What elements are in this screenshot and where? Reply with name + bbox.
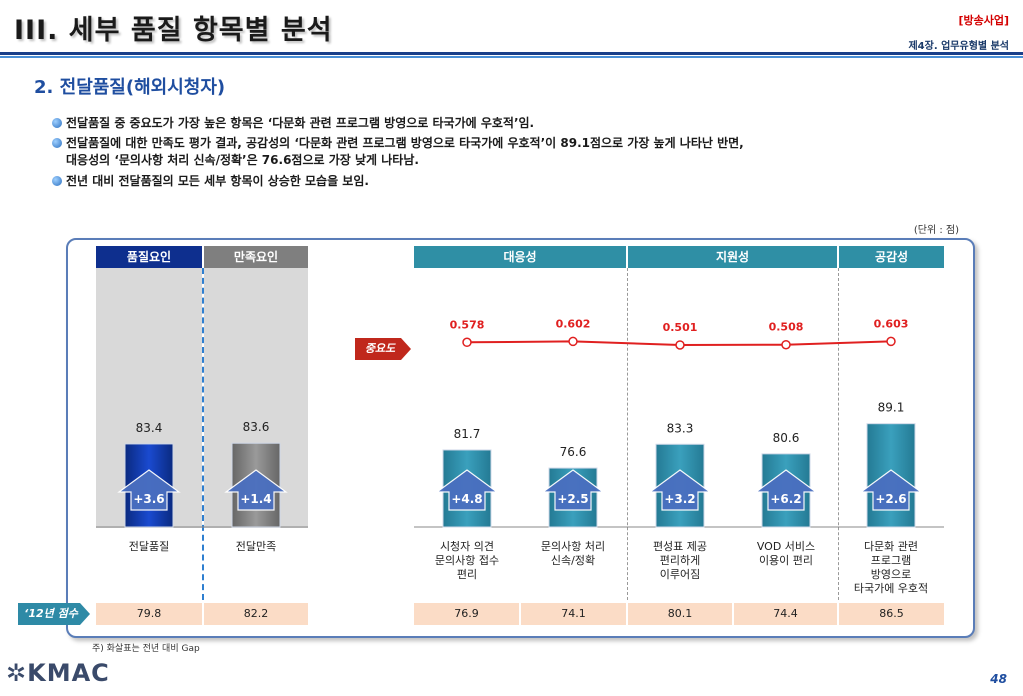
section-title: 2. 전달품질(해외시청자) — [34, 77, 226, 98]
logo-text: KMAC — [27, 659, 110, 687]
importance-value-label: 0.508 — [769, 321, 804, 334]
chapter-label: 제4장. 업무유형별 분석 — [908, 41, 1009, 52]
page-number: 48 — [990, 672, 1007, 686]
gap-arrow-icon — [648, 469, 712, 511]
bar-value-label: 76.6 — [560, 445, 587, 459]
prev-year-cell: 79.8 — [96, 603, 202, 625]
importance-point — [462, 337, 472, 348]
gap-arrow-icon — [224, 469, 288, 511]
category-label: 전달만족 — [236, 540, 276, 553]
prev-year-tag: ‘12년 점수 — [18, 603, 90, 625]
header-empathy: 공감성 — [839, 246, 944, 268]
prev-year-cell: 82.2 — [204, 603, 308, 625]
category-label: 전달품질 — [129, 540, 169, 553]
gap-arrow-icon — [859, 469, 923, 511]
gap-arrow-icon — [117, 469, 181, 511]
importance-value-label: 0.578 — [450, 318, 485, 331]
importance-value-label: 0.602 — [556, 317, 591, 330]
kmac-logo: ✲KMAC — [6, 659, 110, 687]
prev-year-label: ‘12년 점수 — [24, 607, 78, 620]
prev-year-cell: 86.5 — [839, 603, 944, 625]
importance-value-label: 0.501 — [663, 321, 698, 334]
prev-year-cell: 74.1 — [521, 603, 626, 625]
bullet-text-continued: 대응성의 ‘문의사항 처리 신속/정확’은 76.6점으로 가장 낮게 나타남. — [66, 153, 419, 167]
header-quality: 품질요인 — [96, 246, 202, 268]
gap-label: +2.6 — [875, 492, 906, 506]
header-divider — [0, 52, 1023, 55]
gap-label: +3.6 — [133, 492, 164, 506]
category-label: 타국가에 우호적 — [854, 582, 928, 595]
gap-label: +1.4 — [240, 492, 271, 506]
category-label: VOD 서비스 — [757, 540, 815, 553]
category-label: 다문화 관련 — [864, 540, 918, 553]
footnote: 주) 화살표는 전년 대비 Gap — [92, 644, 200, 654]
category-label: 편리하게 — [660, 553, 700, 567]
category-label: 문의사항 처리 — [541, 540, 605, 553]
bar-value-label: 83.3 — [667, 421, 694, 435]
prev-year-cell: 80.1 — [628, 603, 732, 625]
importance-label: 중요도 — [364, 342, 396, 355]
bullet-icon — [52, 176, 62, 186]
header-support: 지원성 — [628, 246, 837, 268]
header-responsiveness: 대응성 — [414, 246, 626, 268]
bullet-icon — [52, 118, 62, 128]
category-label: 이루어짐 — [660, 568, 700, 581]
bar-value-label: 89.1 — [878, 401, 905, 415]
prev-year-cell: 74.4 — [734, 603, 837, 625]
bullet-text: 전달품질 중 중요도가 가장 높은 항목은 ‘다문화 관련 프로그램 방영으로 … — [66, 116, 535, 130]
category-label: 문의사항 접수 — [435, 554, 499, 567]
bar-value-label: 83.6 — [243, 420, 270, 434]
page-title: III. 세부 품질 항목별 분석 — [14, 15, 333, 46]
header-satisfaction: 만족요인 — [204, 246, 308, 268]
bullet-icon — [52, 138, 62, 148]
group-divider — [627, 268, 628, 600]
importance-value-label: 0.603 — [874, 317, 909, 330]
bullet-text: 전달품질에 대한 만족도 평가 결과, 공감성의 ‘다문화 관련 프로그램 방영… — [66, 136, 744, 150]
category-label: 프로그램 — [871, 554, 911, 567]
column-divider — [202, 268, 204, 600]
category-label: 방영으로 — [871, 568, 911, 581]
category-label: 편성표 제공 — [653, 540, 707, 553]
importance-tag: 중요도 — [355, 338, 411, 360]
business-tag: [방송사업] — [958, 14, 1009, 27]
importance-point — [886, 336, 896, 347]
bar-value-label: 81.7 — [454, 427, 481, 441]
group-divider — [838, 268, 839, 600]
gap-label: +3.2 — [664, 492, 695, 506]
gap-label: +2.5 — [557, 492, 588, 506]
bullet-text: 전년 대비 전달품질의 모든 세부 항목이 상승한 모습을 보임. — [66, 174, 369, 188]
category-label: 이용이 편리 — [759, 554, 813, 567]
bar-value-label: 80.6 — [773, 431, 800, 445]
importance-point — [675, 340, 685, 350]
prev-year-cell: 76.9 — [414, 603, 519, 625]
category-label: 신속/정확 — [551, 554, 595, 567]
importance-point — [568, 336, 578, 347]
category-label: 시청자 의견 — [440, 540, 494, 553]
gap-arrow-icon — [541, 469, 605, 511]
category-label: 편리 — [457, 568, 477, 581]
importance-point — [781, 339, 791, 350]
gap-label: +4.8 — [451, 492, 482, 506]
gap-arrow-icon — [754, 469, 818, 511]
unit-label: (단위 : 점) — [913, 225, 959, 236]
gap-arrow-icon — [435, 469, 499, 511]
header-divider-accent — [0, 56, 1023, 58]
gap-label: +6.2 — [770, 492, 801, 506]
bar-value-label: 83.4 — [136, 421, 163, 435]
